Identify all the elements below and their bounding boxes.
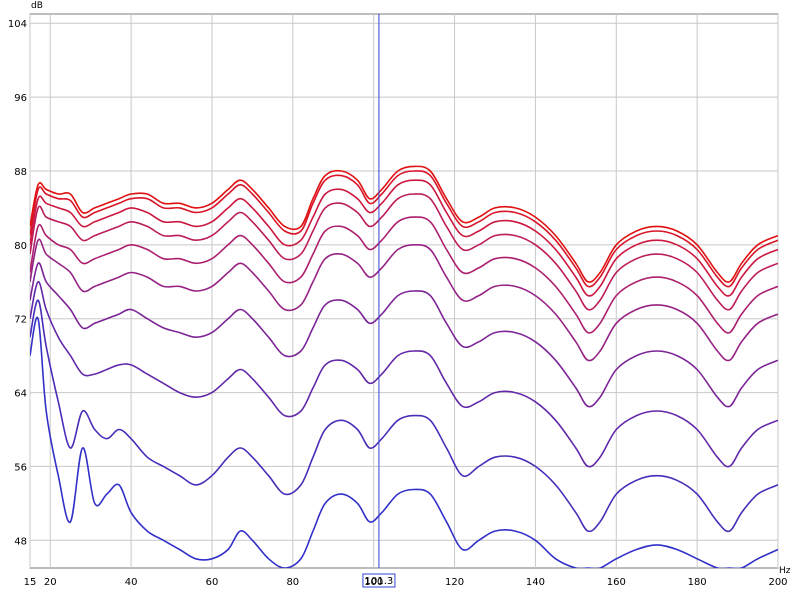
cursor-label-box: [362, 573, 396, 588]
y-tick-label-48: 48: [14, 536, 27, 547]
series-line-3: [30, 179, 778, 297]
series-line-2: [30, 170, 778, 288]
x-tick-label-140: 140: [526, 577, 545, 588]
y-tick-label-56: 56: [14, 462, 27, 473]
series-line-8: [30, 280, 778, 468]
grid: [29, 14, 779, 568]
x-tick-label-120: 120: [445, 577, 464, 588]
series-line-9: [30, 299, 778, 533]
x-tick-label-200: 200: [768, 577, 787, 588]
x-axis: 15 20 40 60 80 100 120 140 160 180 200: [24, 577, 788, 588]
x-tick-label-20: 20: [44, 577, 57, 588]
x-tick-label-160: 160: [607, 577, 626, 588]
y-tick-label-88: 88: [14, 167, 27, 178]
y-tick-label-72: 72: [14, 315, 27, 326]
y-tick-label-64: 64: [14, 389, 27, 400]
series-group: [30, 165, 778, 568]
x-tick-label-80: 80: [286, 577, 299, 588]
series-line-10: [30, 316, 778, 568]
cursor-group[interactable]: 101.3: [362, 14, 396, 588]
x-tick-label-15: 15: [24, 577, 37, 588]
series-line-7: [30, 262, 778, 408]
cursor-label: 101.3: [365, 576, 394, 587]
series-line-4: [30, 193, 778, 311]
series-line-1: [30, 165, 778, 283]
y-tick-label-104: 104: [8, 19, 27, 30]
x-tick-label-60: 60: [206, 577, 219, 588]
series-line-5: [30, 216, 778, 334]
y-axis: 48 56 64 72 80 88 96 104: [8, 19, 27, 547]
x-tick-label-180: 180: [688, 577, 707, 588]
x-tick-label-100: 100: [364, 577, 383, 588]
y-unit-label: dB: [31, 1, 43, 11]
x-tick-label-40: 40: [125, 577, 138, 588]
y-tick-label-80: 80: [14, 241, 27, 252]
series-line-6: [30, 238, 778, 362]
y-tick-label-96: 96: [14, 93, 27, 104]
x-unit-label: Hz: [779, 566, 791, 576]
